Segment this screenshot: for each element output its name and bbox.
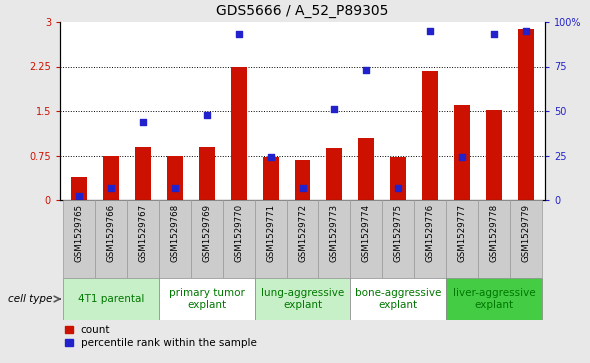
Bar bbox=[486, 110, 502, 200]
Point bbox=[362, 67, 371, 73]
Bar bbox=[135, 147, 151, 200]
Text: GSM1529769: GSM1529769 bbox=[202, 204, 211, 262]
Bar bbox=[167, 155, 183, 200]
Bar bbox=[454, 105, 470, 200]
Point bbox=[170, 185, 179, 191]
FancyBboxPatch shape bbox=[414, 200, 446, 278]
Bar bbox=[263, 157, 278, 200]
Point bbox=[521, 28, 530, 34]
FancyBboxPatch shape bbox=[191, 200, 223, 278]
Text: GSM1529765: GSM1529765 bbox=[75, 204, 84, 262]
Text: GSM1529767: GSM1529767 bbox=[139, 204, 148, 262]
Text: bone-aggressive
explant: bone-aggressive explant bbox=[355, 288, 441, 310]
Text: GSM1529777: GSM1529777 bbox=[457, 204, 467, 262]
Text: GSM1529779: GSM1529779 bbox=[522, 204, 530, 262]
Bar bbox=[103, 155, 119, 200]
Bar bbox=[390, 157, 406, 200]
Bar bbox=[422, 71, 438, 200]
Bar bbox=[231, 66, 247, 200]
FancyBboxPatch shape bbox=[255, 278, 350, 320]
Bar bbox=[294, 160, 310, 200]
Point bbox=[74, 193, 84, 199]
FancyBboxPatch shape bbox=[446, 278, 542, 320]
FancyBboxPatch shape bbox=[127, 200, 159, 278]
FancyBboxPatch shape bbox=[159, 278, 255, 320]
Text: primary tumor
explant: primary tumor explant bbox=[169, 288, 245, 310]
Point bbox=[394, 185, 403, 191]
Text: lung-aggressive
explant: lung-aggressive explant bbox=[261, 288, 344, 310]
FancyBboxPatch shape bbox=[287, 200, 319, 278]
FancyBboxPatch shape bbox=[478, 200, 510, 278]
Text: GSM1529772: GSM1529772 bbox=[298, 204, 307, 262]
Text: GSM1529776: GSM1529776 bbox=[425, 204, 435, 262]
Point bbox=[457, 154, 467, 160]
Text: GSM1529768: GSM1529768 bbox=[171, 204, 179, 262]
FancyBboxPatch shape bbox=[446, 200, 478, 278]
Legend: count, percentile rank within the sample: count, percentile rank within the sample bbox=[65, 325, 257, 348]
FancyBboxPatch shape bbox=[95, 200, 127, 278]
Bar bbox=[518, 29, 534, 200]
Bar bbox=[199, 147, 215, 200]
Point bbox=[106, 185, 116, 191]
FancyBboxPatch shape bbox=[223, 200, 255, 278]
FancyBboxPatch shape bbox=[382, 200, 414, 278]
Text: GSM1529778: GSM1529778 bbox=[490, 204, 499, 262]
Text: GSM1529766: GSM1529766 bbox=[107, 204, 116, 262]
FancyBboxPatch shape bbox=[510, 200, 542, 278]
Text: GSM1529770: GSM1529770 bbox=[234, 204, 243, 262]
FancyBboxPatch shape bbox=[350, 278, 446, 320]
Text: 4T1 parental: 4T1 parental bbox=[78, 294, 144, 304]
Text: GSM1529773: GSM1529773 bbox=[330, 204, 339, 262]
Text: GSM1529774: GSM1529774 bbox=[362, 204, 371, 262]
FancyBboxPatch shape bbox=[255, 200, 287, 278]
Point bbox=[202, 112, 211, 118]
Point bbox=[298, 185, 307, 191]
Text: GSM1529771: GSM1529771 bbox=[266, 204, 275, 262]
Text: GSM1529775: GSM1529775 bbox=[394, 204, 403, 262]
Point bbox=[425, 28, 435, 34]
Point bbox=[138, 119, 148, 125]
FancyBboxPatch shape bbox=[63, 278, 159, 320]
FancyBboxPatch shape bbox=[350, 200, 382, 278]
Title: GDS5666 / A_52_P89305: GDS5666 / A_52_P89305 bbox=[217, 4, 389, 18]
Bar bbox=[71, 178, 87, 200]
Point bbox=[234, 32, 244, 37]
Text: cell type: cell type bbox=[8, 294, 52, 304]
Point bbox=[330, 106, 339, 112]
Bar bbox=[326, 148, 342, 200]
FancyBboxPatch shape bbox=[159, 200, 191, 278]
FancyBboxPatch shape bbox=[63, 200, 95, 278]
Bar bbox=[358, 138, 374, 200]
Point bbox=[489, 32, 499, 37]
Text: liver-aggressive
explant: liver-aggressive explant bbox=[453, 288, 535, 310]
FancyBboxPatch shape bbox=[319, 200, 350, 278]
Point bbox=[266, 154, 276, 160]
